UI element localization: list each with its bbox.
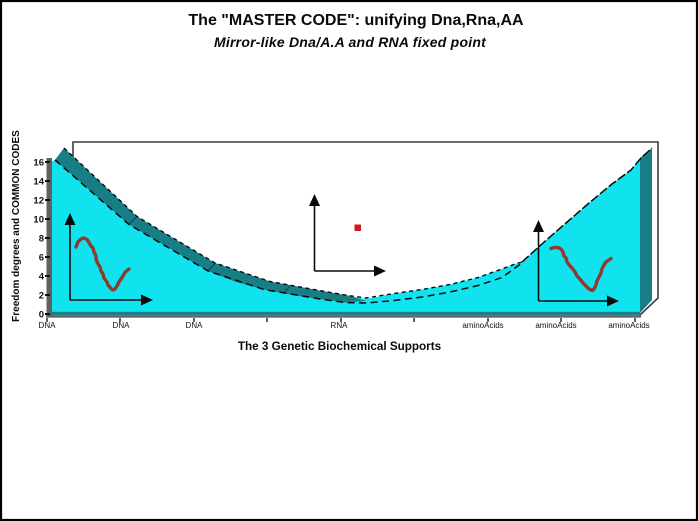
svg-text:2: 2 [39, 291, 44, 302]
svg-text:16: 16 [33, 158, 44, 169]
svg-text:DNA: DNA [113, 321, 131, 330]
svg-text:DNA: DNA [186, 321, 204, 330]
svg-text:RNA: RNA [331, 321, 349, 330]
svg-text:Mirror-like Dna/A.A and RNA fi: Mirror-like Dna/A.A and RNA fixed point [214, 34, 487, 50]
svg-text:The "MASTER CODE": unifying Dn: The "MASTER CODE": unifying Dna,Rna,AA [188, 12, 524, 29]
svg-text:DNA: DNA [39, 321, 57, 330]
svg-text:Freedom degrees and COMMON COD: Freedom degrees and COMMON CODES [11, 130, 22, 322]
svg-text:The 3 Genetic Biochemical Supp: The 3 Genetic Biochemical Supports [238, 340, 442, 353]
svg-text:8: 8 [39, 234, 44, 245]
svg-text:10: 10 [33, 215, 44, 226]
svg-text:6: 6 [39, 253, 44, 264]
svg-text:aminoAcids: aminoAcids [535, 321, 576, 330]
svg-text:4: 4 [39, 272, 45, 283]
svg-text:12: 12 [33, 196, 44, 207]
svg-text:aminoAcids: aminoAcids [462, 321, 503, 330]
svg-text:aminoAcids: aminoAcids [608, 321, 649, 330]
svg-text:14: 14 [33, 177, 44, 188]
svg-text:0: 0 [39, 310, 44, 321]
